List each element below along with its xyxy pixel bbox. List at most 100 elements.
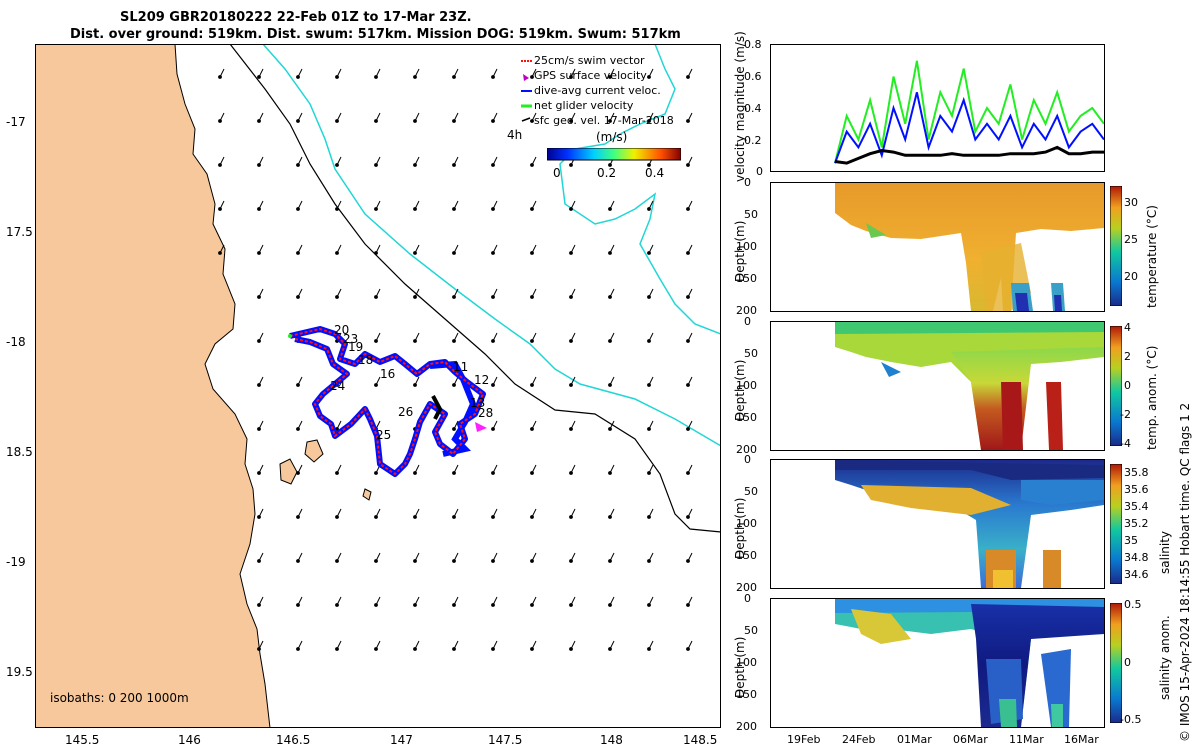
x-tick-label: 145.5 [65, 733, 100, 747]
sfc-vel-arrowhead [374, 339, 378, 343]
sfc-vel-arrowhead [335, 119, 339, 123]
sfc-vel-arrowhead [686, 383, 690, 387]
colorbar-tick: 0.5 [1124, 598, 1142, 611]
sfc-vel-arrowhead [374, 163, 378, 167]
sfc-vel-arrowhead [686, 75, 690, 79]
y-tick-label: 0.2 [744, 134, 762, 147]
date-tick: 16Mar [1064, 733, 1099, 746]
velocity-plot [834, 60, 1105, 165]
y-tick-label: -17 [6, 115, 26, 129]
sfc-vel-arrowhead [413, 471, 417, 475]
colorbar-tick: 34.8 [1124, 551, 1149, 564]
sfc-vel-arrowhead [569, 251, 573, 255]
sfc-vel-arrowhead [374, 119, 378, 123]
sfc-vel-arrowhead [608, 75, 612, 79]
sfc-vel-arrowhead [647, 383, 651, 387]
x-tick-label: 148.5 [683, 733, 718, 747]
velocity-panel [770, 44, 1105, 172]
sfc-vel-arrowhead [335, 559, 339, 563]
chart-subtitle: Dist. over ground: 519km. Dist. swum: 51… [70, 27, 681, 42]
sfc-vel-arrowhead [452, 647, 456, 651]
sfc-vel-arrowhead [608, 119, 612, 123]
sfc-vel-arrowhead [491, 603, 495, 607]
y-tick-label: 100 [736, 240, 757, 253]
sfc-vel-arrowhead [530, 251, 534, 255]
sfc-vel-arrowhead [374, 559, 378, 563]
credit-text: © IMOS 15-Apr-2024 18:14:55 Hobart time.… [1178, 402, 1192, 742]
y-tick-label: 0 [744, 453, 751, 466]
sfc-vel-arrowhead [530, 383, 534, 387]
sfc-vel-arrowhead [491, 559, 495, 563]
sfc-vel-arrowhead [218, 119, 222, 123]
sfc-vel-arrowhead [335, 471, 339, 475]
date-tick: 11Mar [1009, 733, 1044, 746]
y-tick-label: 50 [744, 208, 758, 221]
sfc-vel-arrowhead [569, 119, 573, 123]
y-tick-label: 0 [744, 592, 751, 605]
sfc-vel-arrowhead [296, 207, 300, 211]
sfc-vel-arrowhead [608, 603, 612, 607]
temp-anomaly-colorbar [1110, 326, 1122, 446]
track-label: 20 [334, 323, 350, 337]
sfc-vel-arrowhead [569, 75, 573, 79]
x-tick-label: 147.5 [488, 733, 523, 747]
island [304, 439, 324, 463]
sfc-vel-arrowhead [686, 295, 690, 299]
coastline-land [34, 43, 271, 729]
sfc-vel-arrowhead [647, 163, 651, 167]
colorbar-tick: 25 [1124, 233, 1138, 246]
sfc-vel-arrowhead [452, 383, 456, 387]
salinity-cbar-label: salinity [1158, 530, 1172, 574]
sfc-vel-arrowhead [491, 207, 495, 211]
y-tick-label: 100 [736, 379, 757, 392]
temperature-section [835, 183, 1104, 311]
date-tick: 06Mar [953, 733, 988, 746]
sfc-vel-arrowhead [452, 119, 456, 123]
date-tick: 24Feb [842, 733, 876, 746]
y-tick-label: 0.8 [744, 38, 762, 51]
chart-title: SL209 GBR20180222 22-Feb 01Z to 17-Mar 2… [120, 10, 472, 25]
sfc-vel-arrowhead [491, 383, 495, 387]
y-tick-label: 150 [736, 688, 757, 701]
salinity-colorbar [1110, 464, 1122, 584]
colorbar-tick: -0.5 [1120, 713, 1142, 726]
legend-entry: net glider velocity [534, 99, 634, 112]
sfc-vel-arrowhead [296, 163, 300, 167]
legend-entry: sfc geo. vel. 17-Mar-2018 [534, 114, 674, 127]
sfc-vel-arrowhead [491, 119, 495, 123]
sfc-vel-arrowhead [686, 339, 690, 343]
date-tick: 01Mar [897, 733, 932, 746]
colorbar-tick: 0 [1124, 379, 1131, 392]
colorbar-tick: -2 [1120, 408, 1131, 421]
sfc-vel-arrowhead [491, 75, 495, 79]
sfc-vel-arrowhead [296, 603, 300, 607]
sfc-vel-arrowhead [335, 207, 339, 211]
sfc-vel-arrowhead [257, 119, 261, 123]
sfc-vel-arrowhead [296, 471, 300, 475]
sfc-vel-arrowhead [452, 471, 456, 475]
series-line-net-glider-velocity [834, 60, 1105, 164]
colorbar-tick: 34.6 [1124, 568, 1149, 581]
sfc-vel-arrowhead [335, 75, 339, 79]
sfc-vel-arrowhead [452, 207, 456, 211]
sfc-vel-arrowhead [530, 427, 534, 431]
sfc-vel-arrowhead [413, 251, 417, 255]
x-tick-label: 146 [178, 733, 201, 747]
sfc-vel-arrowhead [608, 427, 612, 431]
colorbar-tick: 35 [1124, 534, 1138, 547]
sfc-vel-arrowhead [647, 251, 651, 255]
colorbar-tick: 35.4 [1124, 500, 1149, 513]
legend-swatches [521, 60, 532, 122]
sfc-vel-arrowhead [647, 207, 651, 211]
x-tick-label: 146.5 [276, 733, 311, 747]
sfc-vel-arrowhead [413, 559, 417, 563]
sfc-vel-arrowhead [530, 471, 534, 475]
track-label: 28 [478, 406, 494, 420]
sfc-vel-arrowhead [413, 515, 417, 519]
salinity-anomaly-section [835, 599, 1104, 727]
sfc-vel-arrowhead [257, 559, 261, 563]
sfc-vel-arrowhead [608, 471, 612, 475]
sfc-vel-arrowhead [530, 295, 534, 299]
island [362, 488, 372, 501]
sfc-vel-arrowhead [296, 75, 300, 79]
